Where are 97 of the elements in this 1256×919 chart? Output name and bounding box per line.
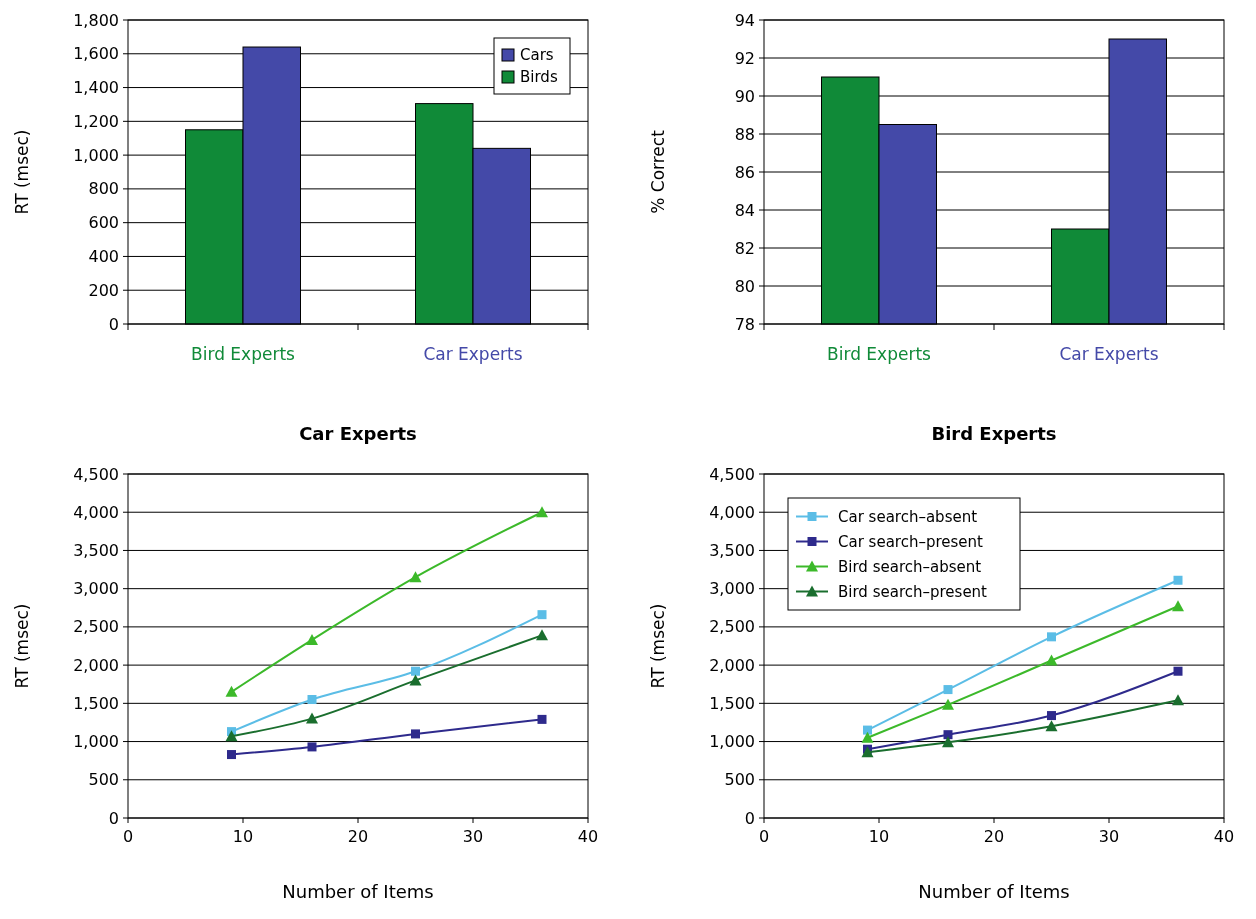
x-tick-label: 30: [1098, 827, 1120, 846]
point: [409, 571, 422, 583]
point: [1172, 600, 1184, 612]
chart-title: Car Experts: [299, 423, 417, 444]
x-tick-label: 0: [758, 827, 770, 846]
y-tick-label: 1,600: [73, 44, 119, 64]
y-tick-label: 4,000: [73, 502, 119, 522]
point: [1173, 666, 1183, 676]
y-tick-label: 600: [88, 213, 119, 233]
y-tick-label: 500: [88, 770, 119, 790]
legend-label: Car search–present: [838, 532, 984, 551]
y-tick-label: 4,000: [709, 502, 755, 522]
x-tick-label: 20: [983, 827, 1005, 846]
y-tick-label: 400: [88, 247, 119, 267]
y-tick-label: 3,000: [73, 579, 119, 599]
y-tick-label: 4,500: [709, 464, 755, 484]
x-tick-label: Bird Experts: [827, 344, 932, 364]
x-tick-label: 40: [1213, 827, 1235, 846]
x-axis-title: Number of Items: [918, 881, 1070, 902]
point: [863, 725, 872, 735]
y-tick-label: 1,000: [73, 732, 119, 752]
y-axis-title: RT (msec): [12, 603, 32, 689]
y-tick-label: 3,500: [73, 541, 119, 561]
point: [411, 666, 420, 676]
point: [1173, 575, 1183, 585]
point: [536, 506, 548, 518]
y-tick-label: 800: [88, 179, 119, 199]
x-tick-label: 20: [347, 827, 369, 846]
point: [411, 729, 420, 739]
point: [307, 742, 317, 752]
point: [307, 695, 317, 705]
x-tick-label: Car Experts: [1059, 344, 1159, 364]
y-axis-title: % Correct: [648, 129, 668, 214]
y-tick-label: 3,000: [709, 579, 755, 599]
y-tick-label: 3,500: [709, 541, 755, 561]
point: [1047, 632, 1056, 642]
point: [306, 712, 318, 724]
y-tick-label: 78: [734, 314, 755, 334]
point: [1045, 720, 1058, 732]
y-tick-label: 90: [734, 86, 755, 106]
legend-label: Bird search–present: [838, 582, 988, 601]
point: [942, 698, 954, 710]
y-tick-label: 200: [88, 280, 119, 300]
y-tick-label: 1,800: [73, 10, 119, 30]
y-tick-label: 80: [734, 276, 755, 296]
point: [537, 714, 547, 724]
y-tick-label: 2,000: [709, 655, 755, 675]
x-tick-label: 40: [577, 827, 599, 846]
y-tick-label: 94: [734, 10, 755, 30]
y-tick-label: 500: [724, 770, 755, 790]
point: [861, 746, 874, 758]
y-tick-label: 2,000: [73, 655, 119, 675]
y-tick-label: 1,000: [709, 732, 755, 752]
y-tick-label: 1,500: [73, 693, 119, 713]
y-tick-label: 1,200: [73, 111, 119, 131]
point: [861, 731, 874, 743]
y-tick-label: 4,500: [73, 464, 119, 484]
y-tick-label: 1,400: [73, 78, 119, 98]
y-tick-label: 1,500: [709, 693, 755, 713]
x-tick-label: 0: [122, 827, 134, 846]
y-tick-label: 2,500: [709, 617, 755, 637]
point: [227, 750, 236, 760]
point: [1172, 694, 1184, 706]
point: [306, 633, 318, 645]
y-axis-title: RT (msec): [12, 129, 32, 215]
x-tick-label: 10: [232, 827, 254, 846]
y-tick-label: 82: [734, 238, 755, 258]
point: [943, 685, 953, 695]
chart-title: Bird Experts: [931, 423, 1057, 444]
x-tick-label: Bird Experts: [191, 344, 296, 364]
y-axis-title: RT (msec): [648, 603, 668, 689]
point: [409, 674, 422, 686]
x-tick-label: 10: [868, 827, 890, 846]
point: [1047, 711, 1056, 721]
y-tick-label: 2,500: [73, 617, 119, 637]
y-tick-label: 92: [734, 48, 755, 68]
point: [225, 730, 238, 742]
legend-label: Car search–absent: [838, 507, 978, 526]
point: [536, 629, 548, 641]
x-axis-title: Number of Items: [282, 881, 434, 902]
point: [537, 610, 547, 620]
point: [942, 736, 954, 748]
point: [943, 730, 953, 740]
y-tick-label: 1,000: [73, 145, 119, 165]
x-tick-label: Car Experts: [423, 344, 523, 364]
point: [1045, 654, 1058, 666]
point: [225, 685, 238, 697]
y-tick-label: 86: [734, 162, 755, 182]
y-tick-label: 0: [744, 808, 755, 828]
y-tick-label: 0: [108, 314, 119, 334]
legend-label: Bird search–absent: [838, 557, 982, 576]
y-tick-label: 0: [108, 808, 119, 828]
legend-label: Cars: [520, 46, 554, 65]
y-tick-label: 88: [734, 124, 755, 144]
x-tick-label: 30: [462, 827, 484, 846]
y-tick-label: 84: [734, 200, 755, 220]
legend-label: Birds: [520, 68, 558, 87]
